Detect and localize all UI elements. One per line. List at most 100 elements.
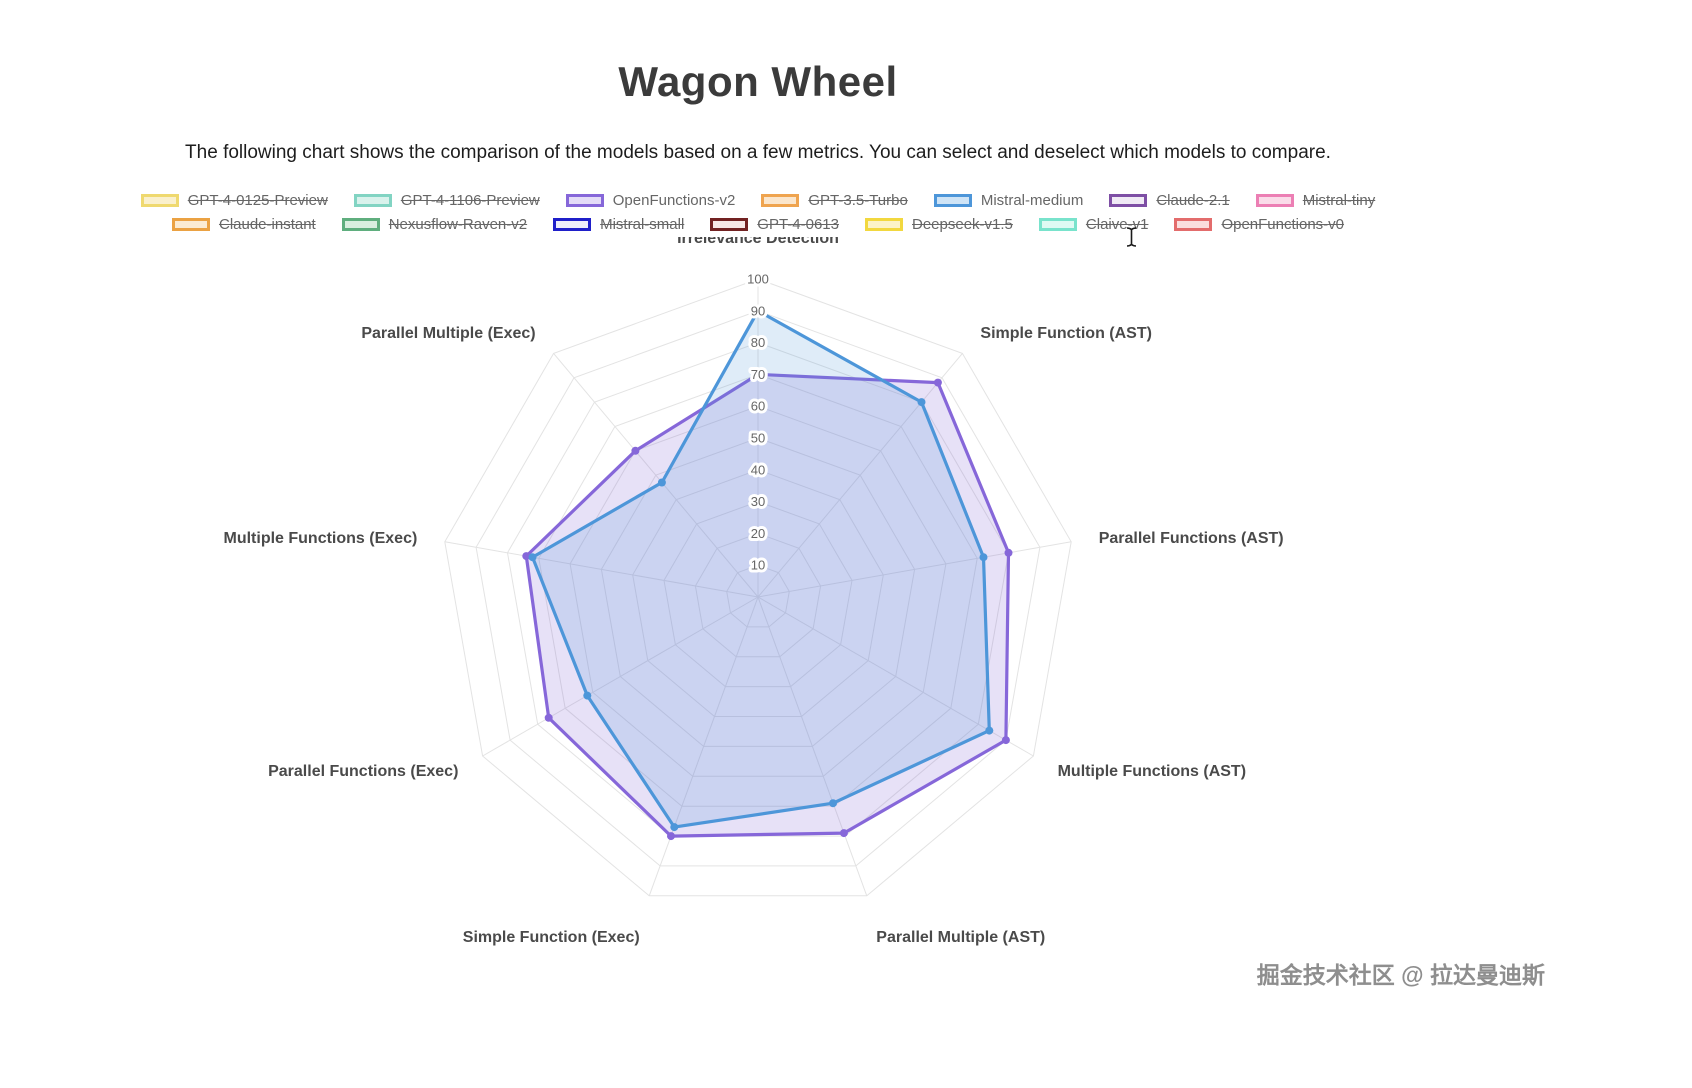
radar-gridline [444, 278, 1072, 897]
legend-item-gpt-4-1106-preview[interactable]: GPT-4-1106-Preview [353, 192, 540, 209]
radar-point[interactable] [985, 726, 994, 735]
legend-item-deepseek-v1.5[interactable]: Deepseek-v1.5 [865, 216, 1013, 233]
radar-axis-label: Simple Function (AST) [980, 325, 1152, 342]
legend-item-mistral-tiny[interactable]: Mistral-tiny [1255, 192, 1376, 209]
radar-point[interactable] [522, 552, 531, 561]
legend-label: Mistral-small [600, 216, 685, 233]
legend-swatch-icon [1038, 218, 1077, 231]
legend-swatch-icon [353, 194, 392, 207]
radar-point[interactable] [657, 478, 666, 487]
radar-axis-label: Parallel Multiple (AST) [876, 929, 1045, 946]
radar-axis-label: Parallel Functions (AST) [1099, 530, 1284, 547]
radar-point[interactable] [979, 553, 988, 562]
radar-point[interactable] [544, 713, 553, 722]
legend-swatch-icon [933, 194, 972, 207]
radar-point[interactable] [583, 691, 592, 700]
radar-axis-label: Multiple Functions (Exec) [224, 530, 418, 547]
legend-swatch-icon [341, 218, 380, 231]
radar-gridline [569, 405, 947, 777]
legend-swatch-icon [1174, 218, 1213, 231]
legend-swatch-icon [865, 218, 903, 231]
legend-swatch-icon [710, 218, 749, 231]
legend-swatch-icon [761, 194, 800, 207]
legend-label: OpenFunctions-v0 [1221, 216, 1345, 233]
radar-gridline [663, 501, 853, 688]
radar-point[interactable] [528, 553, 537, 562]
watermark: 掘金技术社区 @ 拉达曼迪斯 [1256, 962, 1545, 988]
legend-item-mistral-medium[interactable]: Mistral-medium [933, 192, 1084, 209]
radar-point[interactable] [754, 370, 762, 379]
legend-item-mistral-small[interactable]: Mistral-small [553, 216, 684, 233]
radar-point[interactable] [829, 799, 837, 808]
legend-label: Deepseek-v1.5 [912, 216, 1013, 233]
legend-item-claude-2.1[interactable]: Claude-2.1 [1109, 192, 1230, 209]
legend-item-gpt-3.5-turbo[interactable]: GPT-3.5-Turbo [761, 192, 908, 209]
radar-axis-label: Parallel Multiple (Exec) [361, 325, 535, 342]
legend-label: Mistral-tiny [1302, 192, 1376, 209]
radar-point[interactable] [631, 446, 640, 455]
radar-chart: 10 20 30 40 50 60 70 80 90 100 Irrelevance Detecti… [224, 237, 1284, 946]
text-cursor-icon [1125, 226, 1138, 253]
radar-axis-line [757, 353, 963, 598]
radar-point[interactable] [1004, 548, 1013, 557]
legend-item-openfunctions-v0[interactable]: OpenFunctions-v0 [1174, 216, 1344, 233]
radar-axis-line [444, 541, 759, 598]
legend-label: Nexusflow-Raven-v2 [388, 216, 528, 233]
radar-tick-label: 20 [751, 526, 765, 541]
radar-axis-line [648, 596, 759, 896]
legend-item-nexusflow-raven-v2[interactable]: Nexusflow-Raven-v2 [341, 216, 528, 233]
legend-swatch-icon [1109, 194, 1148, 207]
radar-tick-label: 90 [751, 303, 765, 318]
radar-gridline [600, 437, 916, 747]
page-subtitle: The following chart shows the comparison… [185, 142, 1331, 163]
radar-axis-line [553, 353, 759, 598]
legend-swatch-icon [140, 194, 179, 207]
legend-item-claude-instant[interactable]: Claude-instant [171, 216, 316, 233]
radar-tick-label: 50 [751, 431, 765, 446]
radar-series-mistral-medium [530, 309, 991, 829]
radar-tick-label: 30 [751, 494, 765, 509]
radar-gridline [538, 373, 978, 807]
legend-swatch-icon [171, 218, 210, 231]
radar-point[interactable] [1001, 736, 1010, 745]
legend-swatch-icon [1255, 194, 1294, 207]
radar-tick-label: 60 [751, 399, 765, 414]
radar-tick-label: 40 [751, 462, 765, 477]
radar-point[interactable] [670, 823, 679, 832]
legend-swatch-icon [553, 218, 592, 231]
radar-point[interactable] [933, 378, 942, 387]
radar-axis-label: Simple Function (Exec) [463, 929, 640, 946]
legend-row: GPT-4-0125-Preview GPT-4-1106-Preview Open… [0, 192, 1516, 209]
legend-label: GPT-4-0613 [757, 216, 839, 233]
radar-point[interactable] [917, 398, 926, 407]
radar-gridline [694, 532, 822, 658]
legend-label: GPT-4-1106-Preview [400, 192, 540, 209]
radar-axis-line [757, 596, 868, 896]
radar-point[interactable] [667, 832, 675, 841]
legend-label: Claude-instant [218, 216, 316, 233]
radar-gridline [632, 469, 884, 717]
radar-gridline [726, 564, 790, 628]
radar-tick-label: 100 [747, 272, 769, 287]
radar-tick-label: 70 [751, 367, 765, 382]
radar-axis-line [482, 596, 759, 757]
legend-item-gpt-4-0613[interactable]: GPT-4-0613 [710, 216, 839, 233]
radar-point[interactable] [839, 829, 848, 838]
radar-axis-label: Irrelevance Detection [677, 237, 839, 247]
chart-legend: GPT-4-0125-Preview GPT-4-1106-Preview Open… [0, 192, 1516, 233]
legend-label: Claive-v1 [1085, 216, 1149, 233]
legend-label: Claude-2.1 [1156, 192, 1230, 209]
page-title: Wagon Wheel [618, 58, 898, 105]
legend-item-openfunctions-v2[interactable]: OpenFunctions-v2 [565, 192, 735, 209]
legend-label: Mistral-medium [980, 192, 1084, 209]
legend-swatch-icon [565, 194, 604, 207]
legend-item-gpt-4-0125-preview[interactable]: GPT-4-0125-Preview [140, 192, 328, 209]
radar-axis-label: Parallel Functions (Exec) [268, 763, 458, 780]
legend-row: Claude-instant Nexusflow-Raven-v2 Mistral-… [0, 216, 1516, 233]
page-content: Wagon Wheel The following chart shows th… [0, 58, 1516, 946]
radar-axis-label: Multiple Functions (AST) [1058, 763, 1246, 780]
radar-point[interactable] [754, 306, 762, 315]
radar-axis-line [757, 541, 1072, 598]
legend-label: GPT-4-0125-Preview [187, 192, 328, 209]
radar-tick-label: 10 [751, 558, 765, 573]
